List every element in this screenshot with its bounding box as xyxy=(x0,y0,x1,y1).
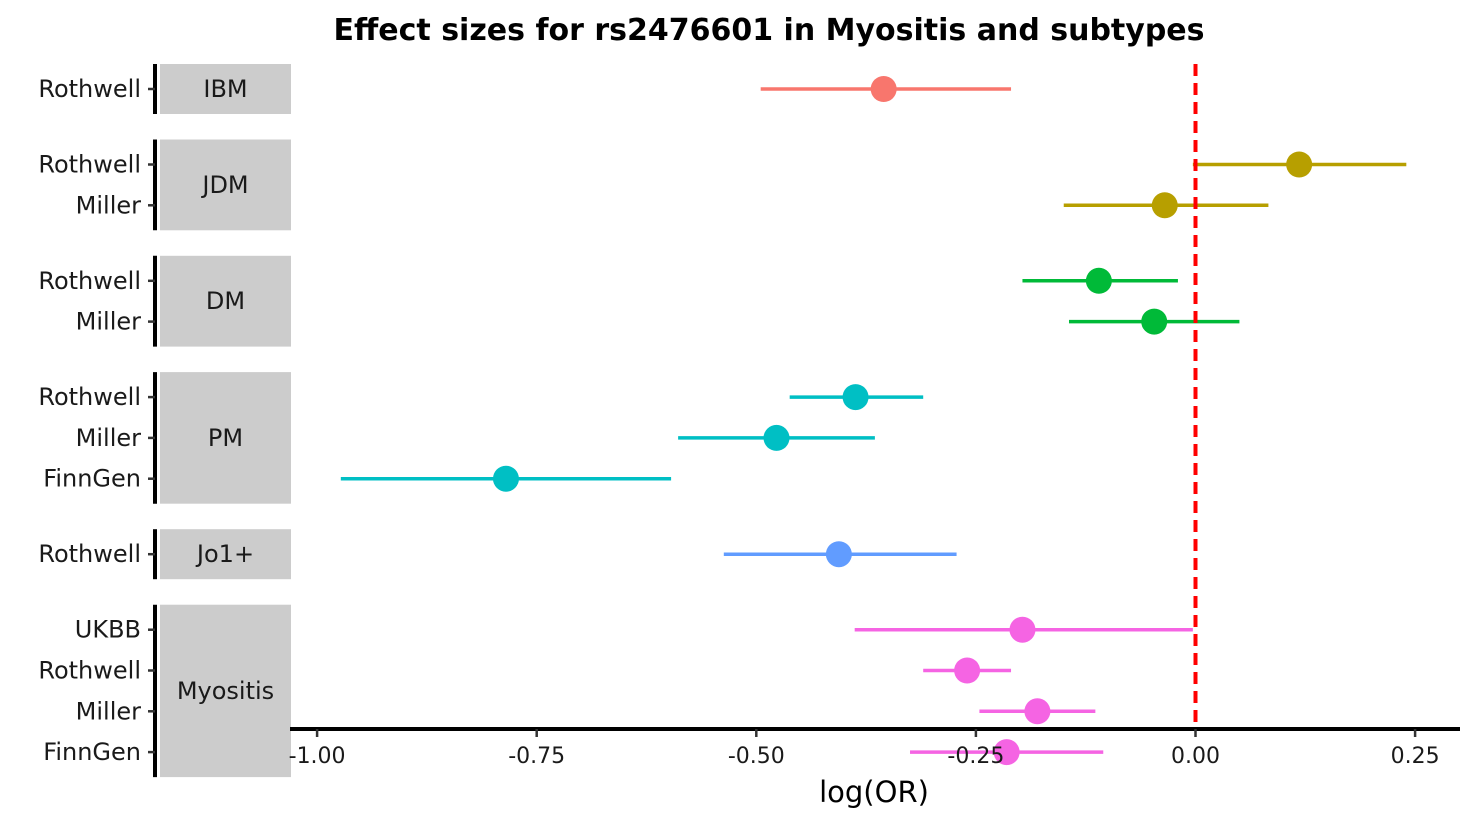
x-axis-title: log(OR) xyxy=(819,775,929,809)
panel-strip xyxy=(160,139,291,231)
panel-strip-label: JDM xyxy=(200,171,248,199)
point-estimate xyxy=(1286,151,1313,178)
point-estimate xyxy=(1024,698,1051,725)
point-estimate xyxy=(1009,616,1036,643)
panel-strip-label: DM xyxy=(206,287,245,315)
panel-jo1: Jo1+ Rothwell xyxy=(38,529,957,580)
point-estimate xyxy=(870,76,897,102)
panel-strip-label: PM xyxy=(208,424,243,452)
panel-strip xyxy=(160,372,291,504)
y-tick-label: Miller xyxy=(76,308,141,336)
point-estimate xyxy=(1151,192,1178,219)
panel-ibm: IBM Rothwell xyxy=(38,64,1012,114)
y-tick-label: Miller xyxy=(76,697,141,725)
point-estimate xyxy=(492,465,519,492)
panel-strip xyxy=(160,255,291,347)
y-tick-label: Rothwell xyxy=(38,151,141,179)
y-tick-label: FinnGen xyxy=(43,738,141,766)
panels-layer: IBM Rothwell JDM Rothwell Miller DM Rothwell Mi… xyxy=(38,64,1407,778)
point-estimate xyxy=(1141,308,1168,335)
y-tick-label: UKBB xyxy=(75,616,141,644)
y-tick-label: Miller xyxy=(76,191,141,219)
x-tick-label: -0.75 xyxy=(508,744,565,769)
y-tick-label: Rothwell xyxy=(38,383,141,411)
x-tick-label: 0.00 xyxy=(1171,744,1220,769)
y-tick-label: FinnGen xyxy=(43,465,141,493)
chart-title: Effect sizes for rs2476601 in Myositis a… xyxy=(333,13,1204,48)
panel-strip-label: Myositis xyxy=(177,677,274,705)
y-tick-label: Rothwell xyxy=(38,267,141,295)
point-estimate xyxy=(763,424,790,451)
x-tick-label: -1.00 xyxy=(289,744,346,769)
point-estimate xyxy=(1085,267,1112,294)
panel-dm: DM Rothwell Miller xyxy=(38,255,1240,347)
panel-jdm: JDM Rothwell Miller xyxy=(38,139,1407,231)
panel-strip xyxy=(160,604,291,778)
point-estimate xyxy=(825,541,852,568)
y-tick-label: Rothwell xyxy=(38,540,141,568)
panel-myositis: Myositis UKBB Rothwell Miller FinnGen xyxy=(38,604,1193,778)
panel-strip xyxy=(160,64,291,114)
point-estimate xyxy=(954,657,981,684)
x-tick-label: 0.25 xyxy=(1391,744,1440,769)
panel-strip-label: IBM xyxy=(203,75,247,103)
y-tick-label: Rothwell xyxy=(38,75,141,103)
panel-strip xyxy=(160,529,291,580)
x-axis: -1.00 -0.75 -0.50 -0.25 0.00 0.25 xyxy=(289,727,1460,769)
point-estimate xyxy=(842,384,869,411)
panel-pm: PM Rothwell Miller FinnGen xyxy=(38,372,924,504)
y-tick-label: Miller xyxy=(76,424,141,452)
x-tick-label: -0.50 xyxy=(728,744,785,769)
point-estimate xyxy=(993,739,1020,766)
x-tick-label: -0.25 xyxy=(947,744,1004,769)
y-tick-label: Rothwell xyxy=(38,657,141,685)
panel-strip-label: Jo1+ xyxy=(195,540,254,568)
